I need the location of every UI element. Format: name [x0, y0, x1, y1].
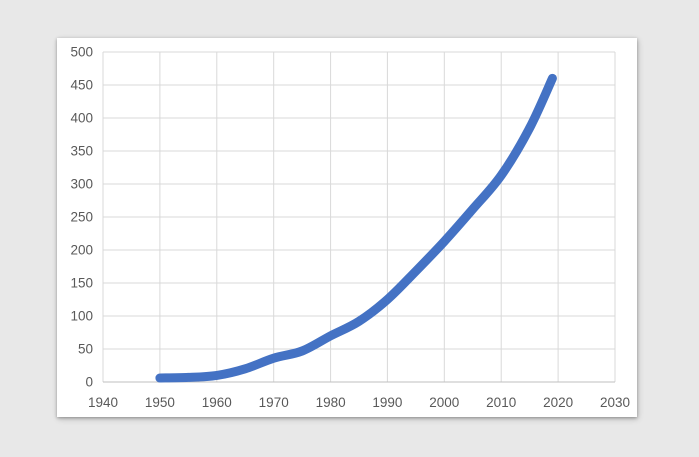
y-axis-tick-label: 500: [70, 45, 93, 60]
y-axis-tick-label: 150: [70, 276, 93, 291]
x-axis-tick-label: 1940: [88, 395, 118, 410]
x-axis-tick-label: 2030: [600, 395, 630, 410]
x-axis-tick-label: 1960: [202, 395, 232, 410]
x-axis-tick-label: 2020: [543, 395, 573, 410]
y-axis-tick-label: 450: [70, 78, 93, 93]
x-axis-tick-label: 1980: [316, 395, 346, 410]
y-axis-tick-label: 300: [70, 177, 93, 192]
x-axis-tick-label: 2000: [429, 395, 459, 410]
y-axis-tick-label: 400: [70, 111, 93, 126]
y-axis-tick-label: 250: [70, 210, 93, 225]
y-axis-tick-label: 350: [70, 144, 93, 159]
y-axis-tick-label: 200: [70, 243, 93, 258]
chart-card: 0 50 100 150 200 250 300 350 400 450 500 1940 1950 19…: [57, 38, 637, 417]
y-axis-tick-label: 50: [78, 342, 93, 357]
x-axis-tick-label: 1970: [259, 395, 289, 410]
line-chart: 0 50 100 150 200 250 300 350 400 450 500 1940 1950 19…: [70, 45, 630, 410]
x-axis-tick-label: 1990: [372, 395, 402, 410]
data-series-line[interactable]: [155, 73, 557, 383]
x-axis-tick-label: 1950: [145, 395, 175, 410]
y-axis-tick-label: 0: [85, 375, 93, 390]
x-axis-tick-label: 2010: [486, 395, 516, 410]
y-axis-tick-label: 100: [70, 309, 93, 324]
